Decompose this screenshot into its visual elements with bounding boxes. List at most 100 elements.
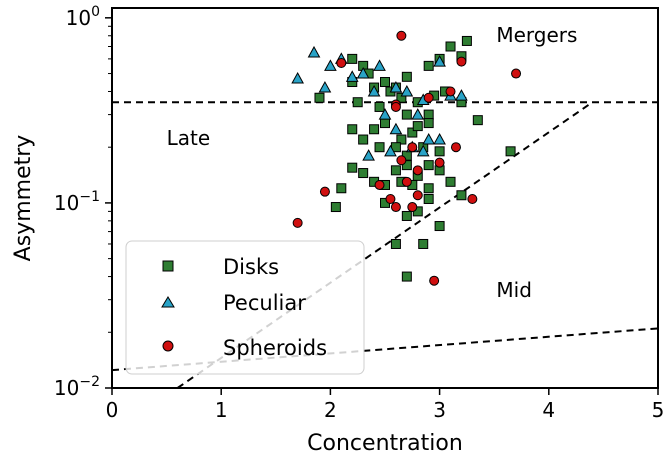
y-tick-label: 100 <box>66 4 100 30</box>
disk-point <box>423 118 434 129</box>
spheroid-point <box>467 193 478 204</box>
disk-point <box>369 124 380 135</box>
disk-point <box>347 124 358 135</box>
x-tick-label: 4 <box>542 398 555 422</box>
disk-point <box>412 121 423 132</box>
peculiar-point <box>367 84 381 97</box>
peculiar-point <box>362 149 375 161</box>
spheroid-point <box>292 217 303 228</box>
peculiar-point <box>291 71 304 84</box>
legend-entry-spheroids: Spheroids <box>162 336 327 360</box>
disk-point <box>407 127 418 138</box>
legend-marker-disks <box>162 260 174 272</box>
x-tick-label: 3 <box>433 398 446 422</box>
y-tick-label: 10−1 <box>54 189 100 215</box>
peculiar-point <box>324 59 337 71</box>
peculiar-point <box>416 144 430 157</box>
series-spheroids <box>292 30 522 286</box>
x-tick-label: 0 <box>106 398 119 422</box>
disk-point <box>396 134 407 145</box>
peculiar-point <box>318 81 332 93</box>
spheroid-point <box>412 190 423 201</box>
disk-point <box>330 202 341 213</box>
disk-point <box>314 92 325 103</box>
peculiar-point <box>307 45 321 58</box>
x-tick-label: 2 <box>324 398 337 422</box>
legend-label-spheroids: Spheroids <box>223 336 327 360</box>
disk-point <box>352 97 363 108</box>
peculiar-point <box>433 55 446 67</box>
legend-marker-peculiar <box>161 296 175 308</box>
peculiar-point <box>373 59 386 71</box>
peculiar-point <box>422 132 436 145</box>
disk-point <box>456 190 467 201</box>
disk-point <box>336 183 347 194</box>
disk-point <box>434 221 445 232</box>
legend-label-disks: Disks <box>223 255 279 279</box>
x-tick-label: 1 <box>215 398 228 422</box>
disk-point <box>423 183 434 194</box>
spheroid-point <box>434 157 445 168</box>
disk-point <box>418 238 429 249</box>
region-label-mergers: Mergers <box>496 23 577 47</box>
data-points <box>291 30 522 286</box>
spheroid-point <box>396 155 407 166</box>
peculiar-point <box>378 108 392 120</box>
disk-point <box>401 71 412 82</box>
spheroid-point <box>385 193 396 204</box>
disk-point <box>423 193 434 204</box>
disk-point <box>358 134 369 145</box>
y-tick-label: 10−2 <box>54 374 100 400</box>
disk-point <box>374 142 385 153</box>
peculiar-point <box>400 84 414 97</box>
peculiar-point <box>455 89 468 101</box>
spheroid-point <box>336 58 347 69</box>
disk-point <box>434 146 445 157</box>
peculiar-point <box>345 70 359 82</box>
disk-point <box>390 238 401 249</box>
legend-entry-peculiar: Peculiar <box>161 291 306 315</box>
disk-point <box>401 210 412 221</box>
disk-point <box>401 109 412 120</box>
disk-point <box>347 53 358 64</box>
disk-point <box>423 109 434 120</box>
peculiar-point <box>389 122 403 135</box>
peculiar-point <box>389 81 403 93</box>
spheroid-point <box>511 68 522 79</box>
disk-point <box>358 168 369 179</box>
disk-point <box>380 118 390 129</box>
peculiar-point <box>356 67 370 79</box>
mid-lower-boundary-line <box>112 327 658 372</box>
boundary-lines <box>112 101 658 388</box>
disk-point <box>445 41 456 52</box>
spheroid-point <box>456 56 467 67</box>
disk-point <box>472 115 483 126</box>
spheroid-point <box>407 142 418 153</box>
disk-point <box>423 60 434 71</box>
spheroid-point <box>319 186 330 197</box>
disk-point <box>401 271 412 282</box>
legend-box <box>125 240 365 375</box>
x-axis-label: Concentration <box>307 431 463 456</box>
spheroid-point <box>407 202 418 213</box>
disk-point <box>396 92 407 103</box>
spheroid-point <box>396 30 407 41</box>
peculiar-point <box>433 132 446 145</box>
spheroid-point <box>390 202 401 213</box>
peculiar-point <box>411 108 425 120</box>
disk-point <box>374 101 385 112</box>
disk-point <box>461 35 472 46</box>
region-label-mid: Mid <box>496 278 532 302</box>
legend-entry-disks: Disks <box>162 255 279 279</box>
spheroid-point <box>429 275 440 286</box>
plot-frame <box>111 7 659 389</box>
spheroid-point <box>423 92 434 103</box>
spheroid-point <box>445 86 456 97</box>
region-labels: Mergers Late Mid <box>167 23 578 302</box>
disk-point <box>423 160 434 171</box>
disk-point <box>380 77 390 88</box>
axis-ticks: 0 1 2 3 4 5 100 10−1 10−2 <box>54 4 664 422</box>
plot-area <box>112 30 658 388</box>
legend-label-peculiar: Peculiar <box>223 291 306 315</box>
